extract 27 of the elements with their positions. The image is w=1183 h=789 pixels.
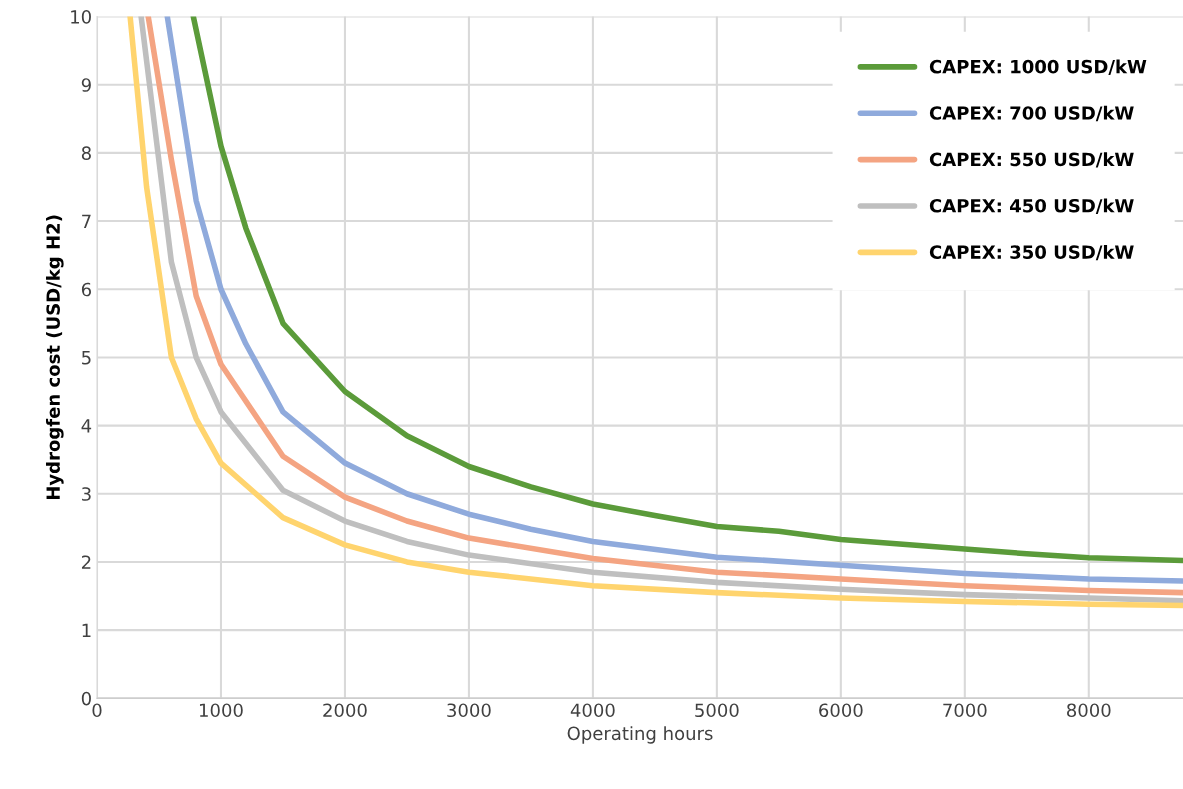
y-tick-label: 3 xyxy=(82,487,91,501)
x-axis-title: Operating hours xyxy=(567,726,713,744)
legend-label: CAPEX: 450 USD/kW xyxy=(929,198,1134,214)
y-tick-label: 0 xyxy=(81,691,91,706)
y-tick-label: 6 xyxy=(81,282,92,297)
legend-label: CAPEX: 350 USD/kW xyxy=(929,244,1134,261)
y-tick-label: 7 xyxy=(82,214,91,228)
y-tick-label: 1 xyxy=(82,623,91,637)
legend-label: CAPEX: 700 USD/kW xyxy=(929,105,1134,122)
x-tick-label: 8000 xyxy=(1067,703,1111,718)
y-tick-label: 10 xyxy=(71,10,91,24)
x-tick-label: 5000 xyxy=(695,703,739,718)
y-tick-label: 4 xyxy=(81,419,92,433)
legend-label: CAPEX: 1000 USD/kW xyxy=(929,59,1147,75)
x-tick-label: 3000 xyxy=(447,703,491,718)
x-tick-label: 1000 xyxy=(199,703,243,718)
legend-label: CAPEX: 550 USD/kW xyxy=(929,152,1134,168)
x-tick-label: 4000 xyxy=(570,703,615,718)
y-tick-label: 2 xyxy=(81,555,91,569)
y-tick-label: 5 xyxy=(82,351,91,365)
x-tick-label: 0 xyxy=(92,703,102,718)
x-tick-label: 6000 xyxy=(819,703,863,718)
y-tick-label: 8 xyxy=(81,146,91,161)
x-tick-label: 2000 xyxy=(323,703,367,718)
y-axis-title: Hydrogfen cost (USD/kg H2) xyxy=(46,215,64,500)
x-tick-label: 7000 xyxy=(943,703,987,718)
y-tick-label: 9 xyxy=(81,78,91,92)
